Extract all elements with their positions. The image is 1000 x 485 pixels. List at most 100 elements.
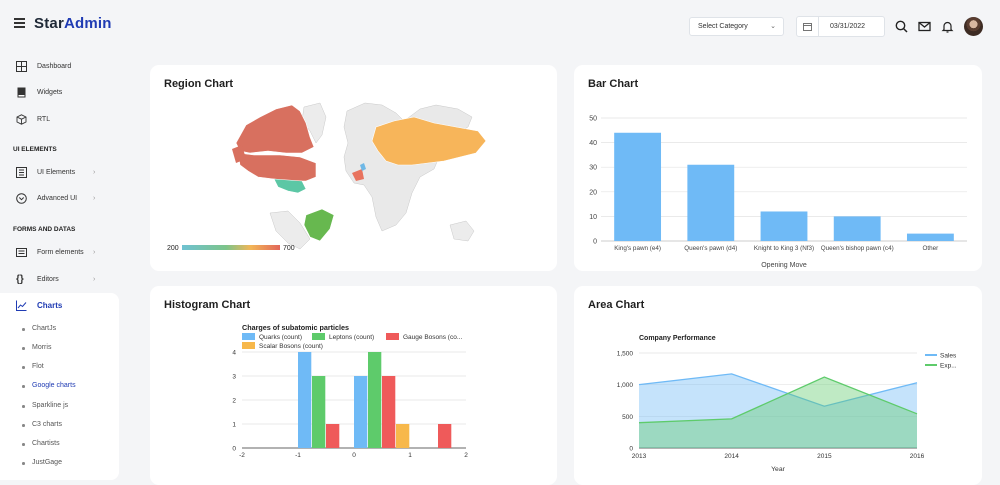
map-usa (237, 152, 317, 182)
x-tick-label: Queen's pawn (d4) (684, 245, 737, 252)
map-south-america-west (269, 210, 311, 250)
charts-submenu-panel: Charts ChartJs Morris Flot Google charts… (0, 293, 119, 480)
sidebar-item-advanced-ui[interactable]: Advanced UI › (0, 187, 120, 209)
card-title: Area Chart (588, 299, 645, 311)
bar-chart-card: Bar Chart 0 10 20 30 40 50 King's pawn (e4) Que… (574, 65, 982, 271)
legend-swatch (312, 333, 325, 340)
x-tick-label: 2015 (817, 453, 832, 460)
book-icon (17, 87, 26, 97)
legend-label: Scalar Bosons (count) (259, 343, 323, 350)
world-map[interactable]: 200 700 (150, 65, 557, 271)
top-navbar: StarAdmin Select Category ⌄ 03/31/2022 (0, 0, 1000, 52)
map-russia (371, 116, 487, 166)
bar (906, 233, 954, 241)
area-fill (639, 373, 917, 448)
y-tick-label: 50 (589, 116, 597, 123)
mail-icon[interactable] (918, 20, 931, 33)
chevron-down-icon: ⌄ (770, 23, 776, 30)
sidebar: Dashboard Widgets RTL UI ELEMENTS UI Ele… (0, 52, 120, 485)
histogram-bar (438, 424, 452, 448)
x-tick-label: 2013 (632, 453, 647, 460)
date-picker[interactable]: 03/31/2022 (796, 16, 885, 37)
bar (614, 132, 662, 241)
map-germany (360, 163, 366, 171)
bar-chart[interactable]: 0 10 20 30 40 50 King's pawn (e4) Queen's pawn … (574, 65, 982, 271)
date-value[interactable]: 03/31/2022 (830, 23, 866, 30)
y-tick-label: 0 (593, 239, 597, 246)
y-tick-label: 4 (232, 350, 236, 357)
area-fill (639, 377, 917, 448)
sidebar-item-dashboard[interactable]: Dashboard (0, 55, 120, 77)
legend-label: Leptons (count) (329, 334, 374, 341)
histogram-bar (368, 352, 382, 448)
card-title: Region Chart (164, 78, 234, 90)
x-tick-label: -1 (295, 452, 301, 459)
card-title: Bar Chart (588, 78, 639, 90)
histogram-bar (326, 424, 340, 448)
area-chart[interactable]: Company Performance 0 500 1,000 1,500 2013 201… (574, 286, 982, 485)
legend-min: 200 (167, 245, 179, 252)
brand-logo[interactable]: StarAdmin (34, 15, 112, 32)
map-mexico (273, 178, 307, 194)
sidebar-item-charts[interactable]: Charts (0, 294, 120, 316)
calendar-icon[interactable] (797, 17, 819, 36)
bar (687, 164, 735, 241)
bell-icon[interactable] (941, 20, 954, 33)
bar (760, 211, 808, 241)
x-axis-label: Year (771, 466, 785, 473)
y-tick-label: 10 (589, 214, 597, 221)
y-tick-label: 500 (622, 414, 633, 421)
bar (833, 216, 881, 241)
legend-gradient (182, 245, 280, 250)
hamburger-menu-icon[interactable] (14, 18, 25, 28)
card-icon (16, 247, 27, 257)
legend-swatch (386, 333, 399, 340)
sidebar-item-widgets[interactable]: Widgets (0, 81, 120, 103)
y-tick-label: 30 (589, 165, 597, 172)
sidebar-item-ui-elements[interactable]: UI Elements › (0, 161, 120, 183)
x-tick-label: 2016 (910, 453, 925, 460)
region-chart-card: Region Chart 200 70 (150, 65, 557, 271)
user-avatar[interactable] (964, 17, 983, 36)
y-tick-label: 20 (589, 189, 597, 196)
chevron-right-icon: › (93, 168, 96, 176)
legend-swatch (242, 342, 255, 349)
map-france (352, 169, 364, 181)
category-select[interactable]: Select Category ⌄ (689, 17, 784, 36)
y-tick-label: 3 (232, 374, 236, 381)
sidebar-item-form-elements[interactable]: Form elements › (0, 241, 120, 263)
x-axis-label: Opening Move (761, 262, 807, 269)
chevron-circle-icon (16, 192, 27, 204)
chevron-right-icon: › (93, 275, 96, 283)
histogram-bar (298, 352, 312, 448)
braces-icon: {} (16, 273, 24, 285)
chart-subtitle: Charges of subatomic particles (242, 323, 349, 332)
legend-label: Sales (940, 353, 957, 360)
sidebar-item-rtl[interactable]: RTL (0, 108, 120, 130)
x-tick-label: -2 (239, 452, 245, 459)
chart-subtitle: Company Performance (639, 335, 716, 342)
map-australia (449, 220, 475, 242)
x-tick-label: 0 (352, 452, 356, 459)
y-tick-label: 0 (629, 446, 633, 453)
section-forms-and-datas: FORMS AND DATAS (13, 226, 76, 233)
sidebar-item-editors[interactable]: {} Editors › (16, 273, 96, 285)
histogram-chart[interactable]: Charges of subatomic particles Quarks (co… (150, 286, 557, 485)
search-icon[interactable] (895, 20, 908, 33)
legend-label: Gauge Bosons (co... (403, 334, 462, 341)
line-chart-icon (16, 300, 27, 311)
series-line (638, 373, 918, 407)
card-title: Histogram Chart (164, 299, 251, 311)
histogram-bar (312, 376, 326, 448)
map-canada (235, 104, 315, 154)
cube-icon (16, 113, 27, 125)
y-tick-label: 1,500 (617, 351, 634, 358)
histogram-bar (396, 424, 410, 448)
y-tick-label: 1 (232, 422, 236, 429)
legend-max: 700 (283, 245, 295, 252)
section-ui-elements: UI ELEMENTS (13, 146, 57, 153)
histogram-bar (354, 376, 368, 448)
map-brazil (303, 208, 335, 242)
legend-label: Quarks (count) (259, 334, 302, 341)
x-tick-label: Queen's bishop pawn (c4) (821, 245, 894, 252)
